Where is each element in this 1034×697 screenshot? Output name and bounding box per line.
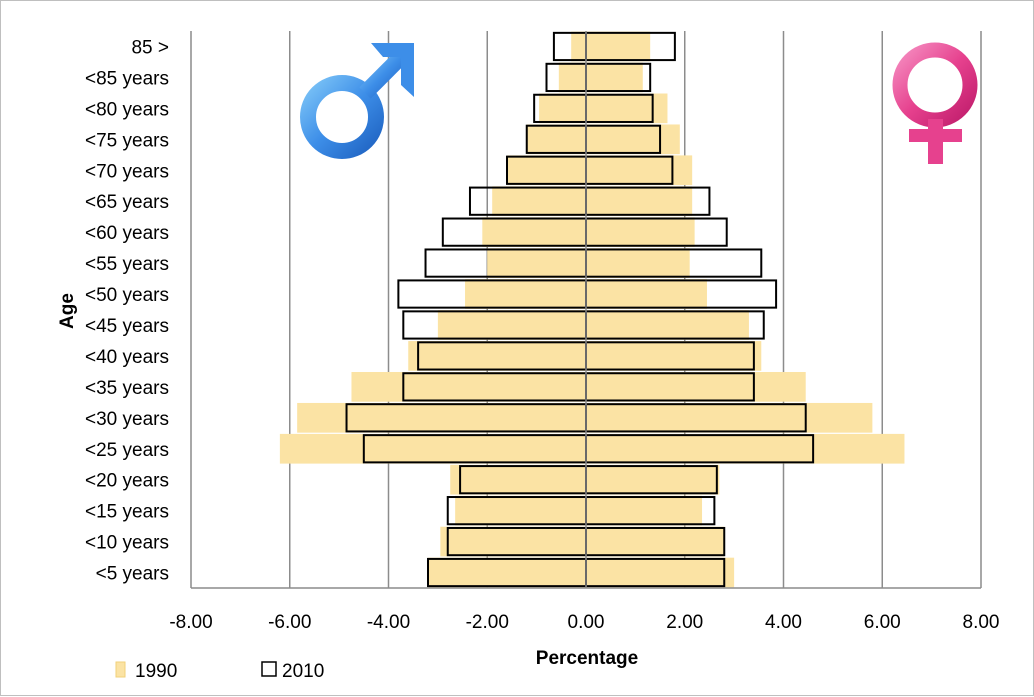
category-label: <35 years: [85, 378, 169, 399]
x-axis-title: Percentage: [536, 648, 638, 669]
bar-1990-female: [586, 341, 762, 371]
category-label: <55 years: [85, 254, 169, 275]
bar-1990-male: [482, 217, 586, 247]
bar-1990-male: [437, 310, 586, 340]
legend-swatch-2010: [261, 661, 277, 677]
bar-1990-male: [526, 124, 586, 155]
series-1990-bars: [279, 31, 905, 588]
bar-1990-male: [428, 557, 586, 588]
bar-1990-male: [492, 186, 586, 217]
category-label: <70 years: [85, 161, 169, 182]
bar-1990-male: [351, 372, 586, 402]
bar-1990-female: [586, 495, 703, 526]
category-label: 85 >: [131, 37, 169, 58]
x-tick-label: 6.00: [864, 612, 901, 633]
x-tick-label: 4.00: [765, 612, 802, 633]
category-label: <20 years: [85, 471, 169, 492]
x-tick-label: -8.00: [169, 612, 212, 633]
bar-1990-female: [586, 372, 806, 402]
x-tick-label: 2.00: [666, 612, 703, 633]
category-label: <15 years: [85, 502, 169, 523]
bar-1990-female: [586, 279, 707, 309]
bar-1990-male: [558, 62, 586, 93]
bar-1990-male: [450, 464, 586, 495]
bar-1990-male: [465, 279, 586, 309]
category-label: <75 years: [85, 130, 169, 151]
x-tick-labels: -8.00 -6.00 -4.00 -2.00 0.00 2.00 4.00 6.00 8.00: [169, 612, 999, 633]
legend: 1990 2010: [115, 661, 324, 682]
male-symbol-icon: [300, 43, 414, 159]
bar-1990-female: [586, 433, 905, 464]
bar-1990-male: [440, 526, 586, 557]
category-label: <30 years: [85, 409, 169, 430]
bar-1990-female: [586, 186, 693, 217]
gridlines: [190, 31, 982, 588]
category-label: <40 years: [85, 347, 169, 368]
category-label: <85 years: [85, 68, 169, 89]
female-symbol-icon: [892, 42, 978, 164]
category-label: <80 years: [85, 99, 169, 120]
category-label: <60 years: [85, 223, 169, 244]
bar-1990-female: [586, 93, 668, 124]
legend-swatch-1990: [115, 661, 126, 678]
bar-1990-male: [455, 495, 586, 526]
bar-1990-male: [408, 341, 586, 371]
bar-1990-male: [507, 155, 586, 186]
legend-item-1990: 1990: [115, 661, 177, 682]
legend-label-1990: 1990: [135, 661, 177, 682]
x-tick-label: -4.00: [367, 612, 410, 633]
bar-1990-female: [586, 155, 693, 186]
category-labels: <5 years <10 years <15 years <20 years <25 y…: [85, 37, 169, 584]
x-tick-label: -6.00: [268, 612, 311, 633]
y-axis-title: Age: [57, 293, 78, 329]
bar-1990-female: [586, 62, 643, 93]
category-label: <5 years: [96, 564, 169, 585]
bar-1990-male: [487, 248, 586, 278]
bar-1990-male: [297, 402, 586, 433]
category-label: <65 years: [85, 192, 169, 213]
bar-1990-female: [586, 310, 749, 340]
bar-1990-male: [539, 93, 586, 124]
bar-1990-female: [586, 464, 720, 495]
category-label: <50 years: [85, 285, 169, 306]
bar-1990-female: [586, 217, 695, 247]
bar-1990-female: [586, 526, 725, 557]
x-tick-label: 0.00: [568, 612, 605, 633]
legend-label-2010: 2010: [282, 661, 324, 682]
bar-1990-female: [586, 248, 690, 278]
x-tick-label: 8.00: [963, 612, 1000, 633]
bar-1990-female: [586, 402, 873, 433]
category-label: <25 years: [85, 440, 169, 461]
bar-1990-male: [571, 31, 586, 62]
bar-1990-female: [586, 557, 735, 588]
x-tick-label: -2.00: [466, 612, 509, 633]
legend-item-2010: 2010: [261, 661, 324, 682]
bar-1990-female: [586, 31, 651, 62]
axes: [191, 31, 981, 589]
category-label: <10 years: [85, 533, 169, 554]
bar-1990-female: [586, 124, 680, 155]
bar-1990-male: [279, 433, 586, 464]
category-label: <45 years: [85, 316, 169, 337]
